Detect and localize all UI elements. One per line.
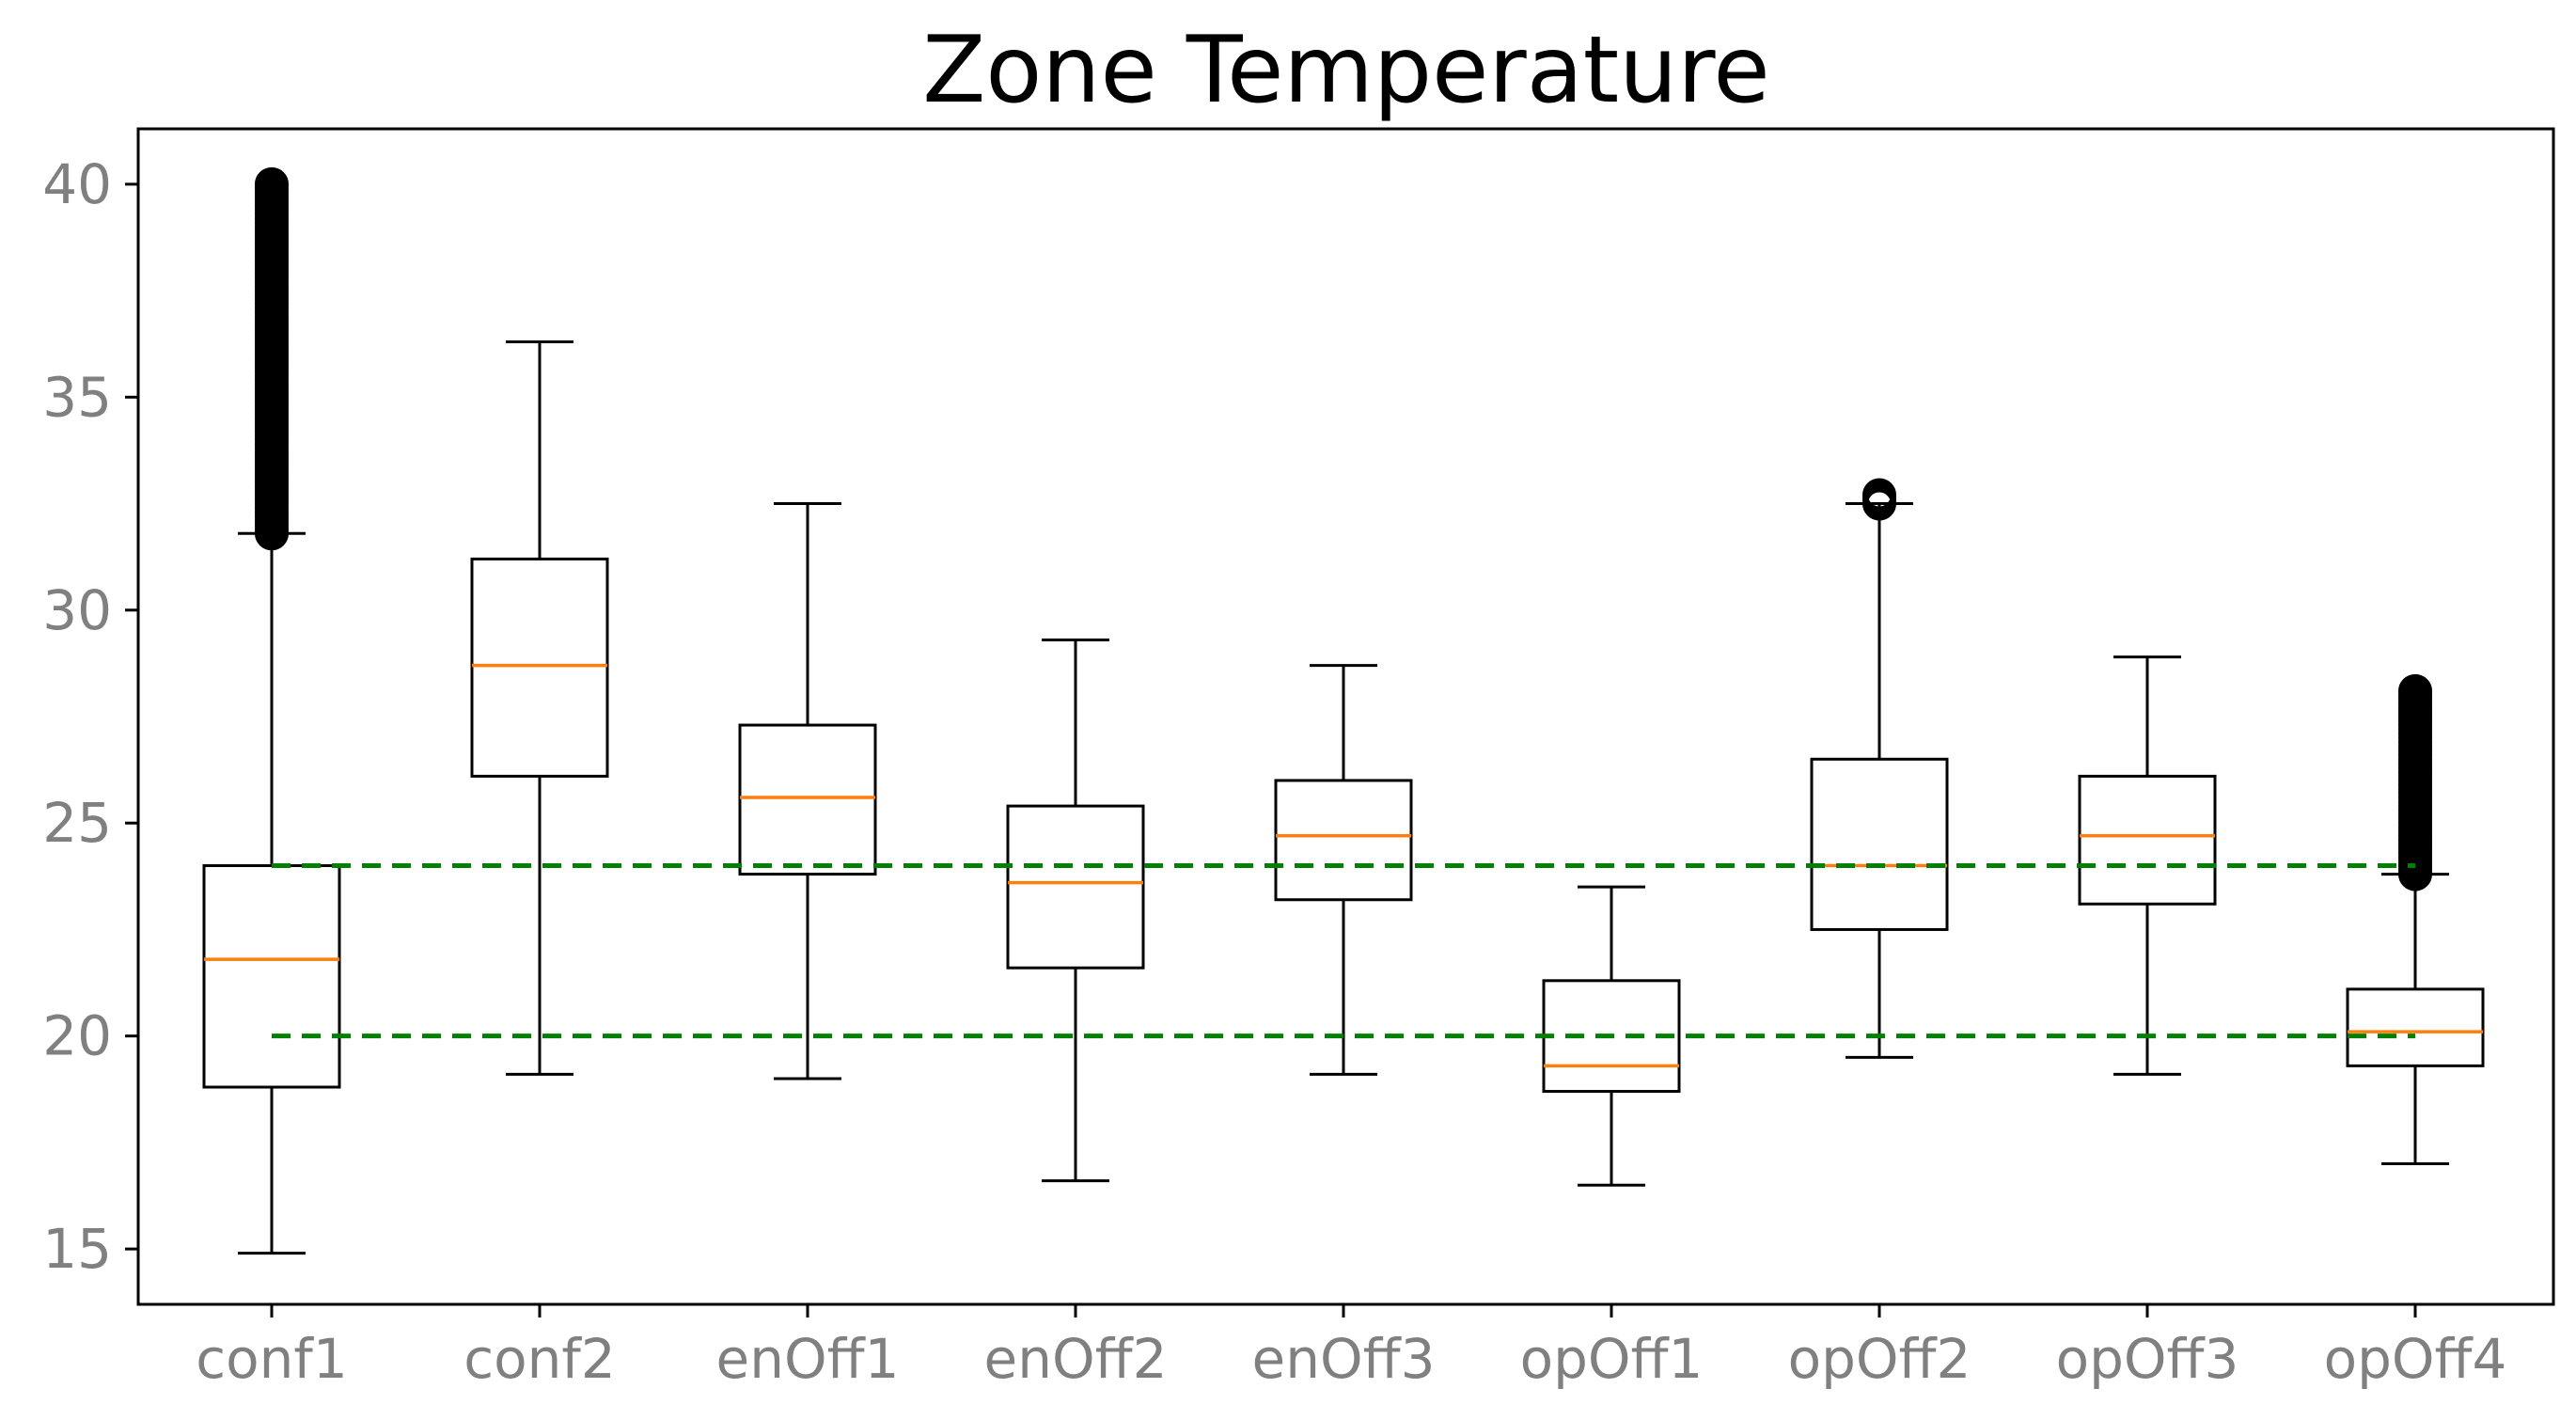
x-tick-label: opOff2 xyxy=(1788,1327,1971,1391)
box-series xyxy=(202,166,2485,1255)
iqr-box xyxy=(1274,779,1413,902)
y-tick-label: 15 xyxy=(42,1217,112,1281)
y-tick-label: 35 xyxy=(42,365,112,429)
iqr-box xyxy=(2078,774,2217,906)
x-tick-label: conf2 xyxy=(463,1327,615,1391)
box-enOff3 xyxy=(1274,664,1413,1076)
iqr-box xyxy=(470,557,609,778)
box-opOff1 xyxy=(1542,885,1681,1187)
outlier-point xyxy=(255,166,289,201)
y-tick-label: 30 xyxy=(42,578,112,642)
plot-area-frame xyxy=(136,127,2555,1306)
y-tick-label: 40 xyxy=(42,152,112,216)
iqr-box xyxy=(2346,987,2485,1067)
x-axis: conf1 conf2 enOff1 enOff2 enOff3 opOff1 opOff2… xyxy=(196,1304,2506,1391)
x-tick-label: enOff1 xyxy=(716,1327,900,1391)
x-tick-label: enOff3 xyxy=(1252,1327,1436,1391)
box-conf1 xyxy=(202,166,341,1255)
box-opOff2 xyxy=(1810,478,1949,1059)
outlier-point xyxy=(1862,478,1896,513)
box-conf2 xyxy=(470,339,609,1076)
y-tick-label: 20 xyxy=(42,1004,112,1068)
box-opOff3 xyxy=(2078,655,2217,1076)
box-enOff1 xyxy=(738,502,877,1081)
box-opOff4 xyxy=(2346,673,2485,1166)
y-axis: 15 20 25 30 35 40 xyxy=(42,152,138,1281)
x-tick-label: conf1 xyxy=(196,1327,347,1391)
box-enOff2 xyxy=(1006,638,1145,1183)
reference-lines xyxy=(272,863,2415,1039)
y-tick-label: 25 xyxy=(42,791,112,855)
outlier-point xyxy=(2398,673,2432,708)
x-tick-label: opOff3 xyxy=(2056,1327,2239,1391)
iqr-box xyxy=(202,864,341,1089)
x-tick-label: enOff2 xyxy=(984,1327,1168,1391)
iqr-box xyxy=(1006,804,1145,970)
x-tick-label: opOff1 xyxy=(1520,1327,1704,1391)
iqr-box xyxy=(1810,757,1949,931)
iqr-box xyxy=(738,723,877,876)
x-tick-label: opOff4 xyxy=(2324,1327,2507,1391)
chart-title: Zone Temperature xyxy=(922,17,1769,124)
